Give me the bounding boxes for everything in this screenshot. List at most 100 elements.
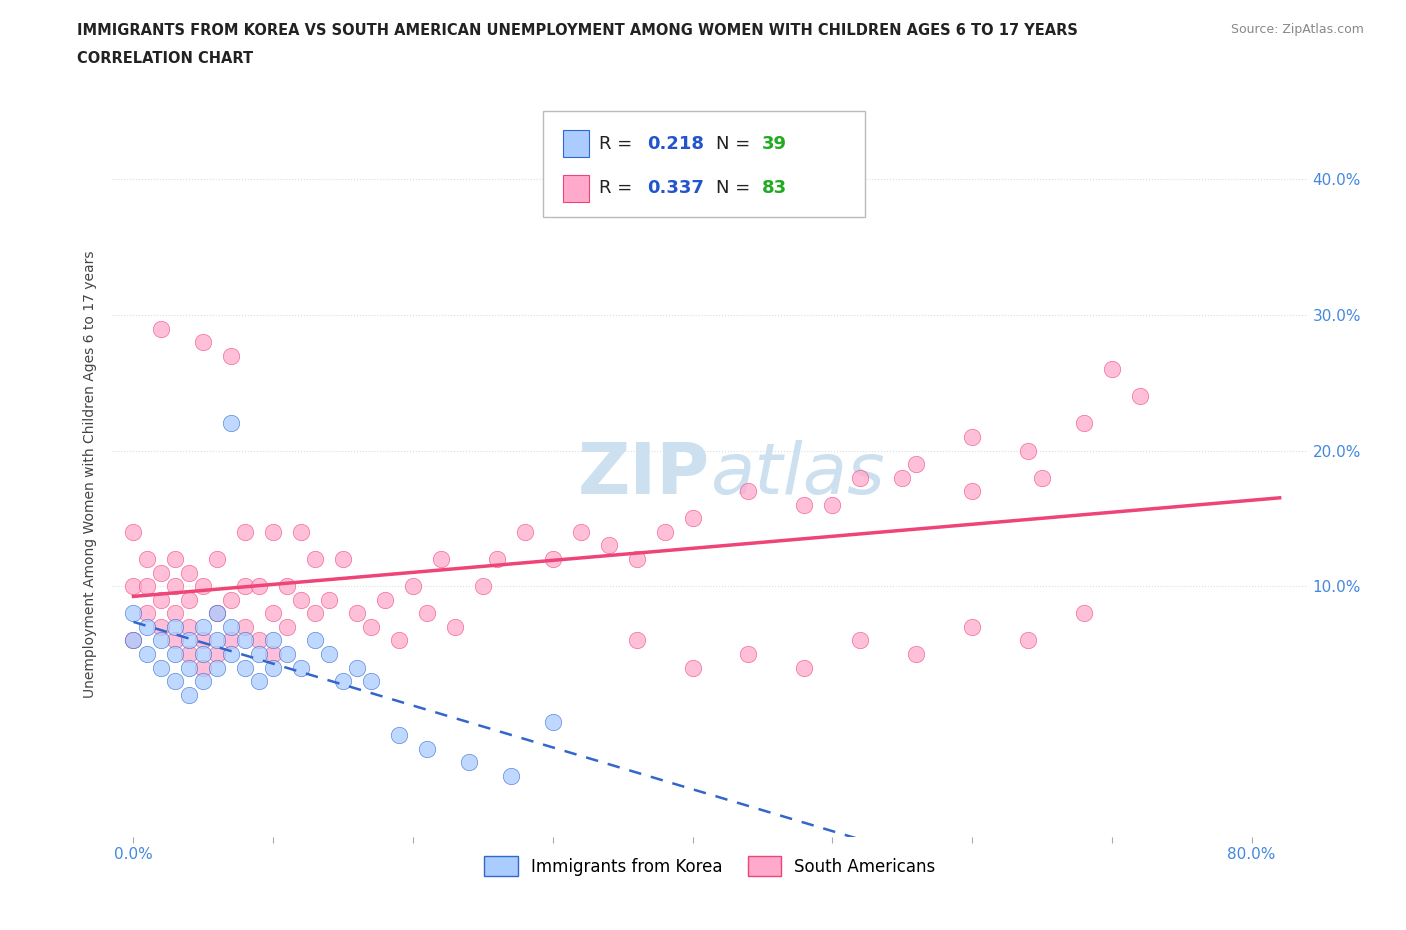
Point (290, 525, 312, 539)
Text: 0.337: 0.337 (647, 179, 703, 197)
Point (193, 673, 215, 688)
Point (737, 484, 759, 498)
Point (416, 741, 439, 756)
Point (207, 660, 229, 675)
Point (276, 578, 298, 593)
Point (290, 592, 312, 607)
Point (233, 578, 256, 593)
Point (122, 525, 145, 539)
Point (360, 673, 382, 688)
Point (122, 633, 145, 648)
Point (346, 660, 368, 675)
Point (304, 633, 326, 648)
Point (165, 578, 187, 593)
Point (262, 646, 284, 661)
Text: 39: 39 (762, 135, 786, 153)
Point (360, 619, 382, 634)
Point (179, 633, 201, 648)
Point (458, 755, 481, 770)
Text: R =: R = (599, 135, 638, 153)
Point (444, 619, 467, 634)
Point (960, 484, 983, 498)
Bar (562, 130, 589, 157)
Point (165, 633, 187, 648)
Point (1031, 471, 1053, 485)
Point (626, 633, 648, 648)
Point (150, 633, 173, 648)
Text: CORRELATION CHART: CORRELATION CHART (77, 51, 253, 66)
Point (150, 660, 173, 675)
Point (821, 498, 844, 512)
Point (179, 660, 201, 675)
Point (905, 646, 928, 661)
Text: IMMIGRANTS FROM KOREA VS SOUTH AMERICAN UNEMPLOYMENT AMONG WOMEN WITH CHILDREN A: IMMIGRANTS FROM KOREA VS SOUTH AMERICAN … (77, 23, 1078, 38)
Text: N =: N = (716, 135, 756, 153)
Point (262, 660, 284, 675)
Point (485, 551, 508, 566)
Point (136, 619, 159, 634)
Text: 0.218: 0.218 (647, 135, 703, 153)
Point (471, 578, 494, 593)
Point (247, 673, 270, 688)
Point (150, 565, 173, 580)
Point (598, 538, 620, 553)
Point (793, 498, 815, 512)
Point (193, 619, 215, 634)
Point (541, 714, 564, 729)
Point (207, 551, 229, 566)
Point (207, 633, 229, 648)
Point (193, 633, 215, 648)
Point (654, 525, 676, 539)
Point (388, 633, 411, 648)
Point (136, 578, 159, 593)
Point (513, 525, 536, 539)
Point (416, 605, 439, 620)
Point (304, 551, 326, 566)
Text: 83: 83 (762, 179, 786, 197)
Point (905, 457, 928, 472)
Point (122, 605, 145, 620)
Point (150, 321, 173, 336)
Point (276, 619, 298, 634)
Point (165, 673, 187, 688)
Point (233, 525, 256, 539)
Point (1017, 443, 1039, 458)
Point (179, 619, 201, 634)
Point (332, 551, 354, 566)
Point (207, 605, 229, 620)
Point (430, 551, 453, 566)
Point (136, 605, 159, 620)
Point (682, 660, 704, 675)
Point (221, 592, 243, 607)
Point (262, 605, 284, 620)
Point (179, 565, 201, 580)
Point (262, 633, 284, 648)
Point (891, 471, 914, 485)
Point (150, 592, 173, 607)
Point (332, 673, 354, 688)
Point (849, 471, 872, 485)
Y-axis label: Unemployment Among Women with Children Ages 6 to 17 years: Unemployment Among Women with Children A… (83, 250, 97, 698)
Point (1073, 605, 1095, 620)
Point (136, 551, 159, 566)
Point (179, 646, 201, 661)
Point (541, 551, 564, 566)
Text: atlas: atlas (710, 440, 884, 509)
Point (193, 646, 215, 661)
Point (122, 633, 145, 648)
Point (960, 619, 983, 634)
Point (207, 646, 229, 661)
Point (165, 605, 187, 620)
Point (388, 728, 411, 743)
Point (193, 335, 215, 350)
Point (793, 660, 815, 675)
Point (179, 687, 201, 702)
Point (276, 646, 298, 661)
Point (221, 619, 243, 634)
Point (221, 633, 243, 648)
Point (221, 646, 243, 661)
Point (247, 633, 270, 648)
Point (318, 646, 340, 661)
Point (499, 768, 522, 783)
Text: R =: R = (599, 179, 638, 197)
